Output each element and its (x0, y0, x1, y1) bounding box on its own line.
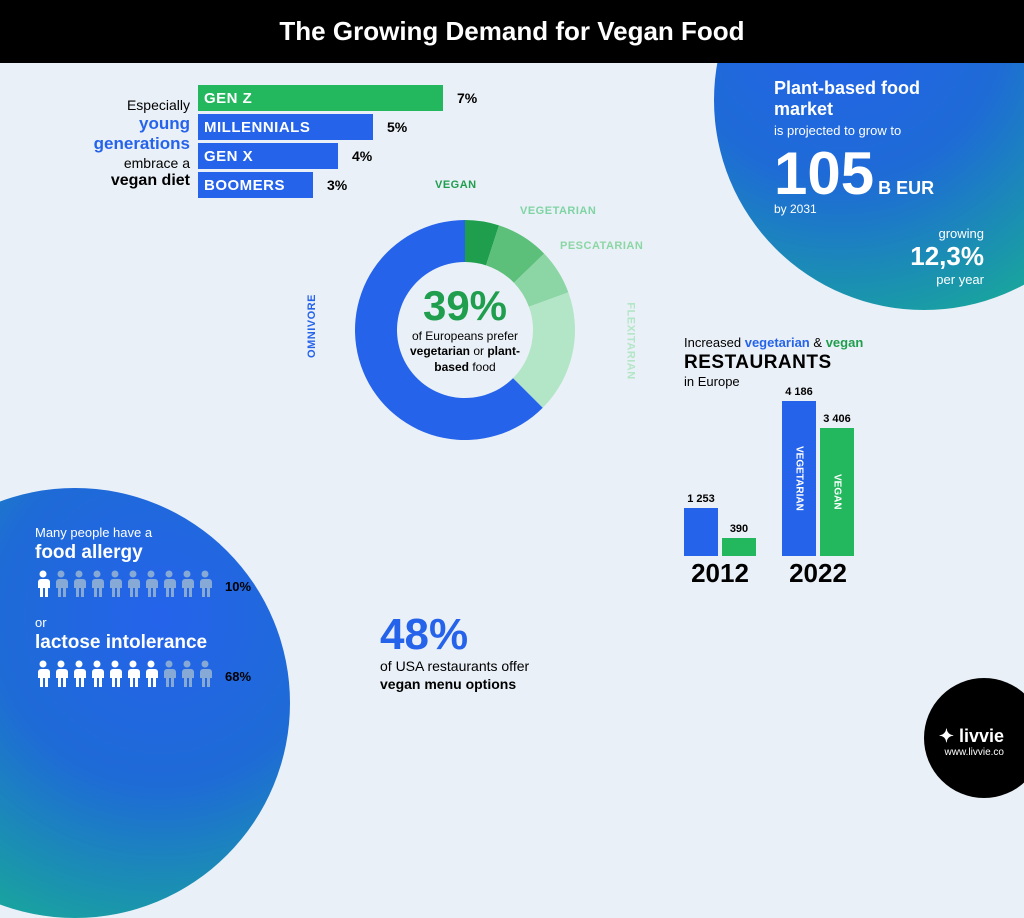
donut-segment-label: OMNIVORE (306, 294, 318, 358)
gen-bar: BOOMERS (198, 172, 313, 198)
restaurant-bar: 1 253 (684, 508, 718, 556)
person-icon (107, 660, 123, 688)
gen-bar-value: 7% (457, 90, 477, 106)
person-icon (161, 660, 177, 688)
donut-segment-label: PESCATARIAN (560, 240, 643, 252)
usa-restaurant-stat: 48% of USA restaurants offervegan menu o… (380, 613, 580, 693)
person-icon (179, 660, 195, 688)
person-icon (107, 570, 123, 598)
person-icon (197, 660, 213, 688)
page-title: The Growing Demand for Vegan Food (0, 0, 1024, 63)
donut-segment-label: VEGETARIAN (520, 205, 596, 217)
gen-bar-value: 5% (387, 119, 407, 135)
market-projection: Plant-based food market is projected to … (774, 78, 984, 287)
person-icon (35, 570, 51, 598)
person-icon (197, 570, 213, 598)
donut-segment-label: FLEXITARIAN (625, 302, 637, 379)
donut-segment-label: VEGAN (435, 179, 477, 191)
restaurant-year: 2012 (691, 558, 749, 589)
person-icon (89, 570, 105, 598)
restaurants-growth-chart: Increased vegetarian & vegan RESTAURANTS… (684, 335, 944, 589)
gen-bar-value: 3% (327, 177, 347, 193)
person-icon (143, 660, 159, 688)
generations-chart: Especially young generations embrace a v… (55, 85, 477, 201)
restaurant-year: 2022 (789, 558, 847, 589)
person-icon (53, 660, 69, 688)
person-icon (71, 570, 87, 598)
diet-donut-chart: 39% of Europeans prefer vegetarian or pl… (330, 195, 600, 465)
person-icon (125, 660, 141, 688)
person-icon (161, 570, 177, 598)
restaurant-bar: VEGETARIAN4 186 (782, 401, 816, 556)
gen-bar: GEN Z (198, 85, 443, 111)
gen-bar: MILLENNIALS (198, 114, 373, 140)
person-icon (179, 570, 195, 598)
gen-bar: GEN X (198, 143, 338, 169)
person-icon (35, 660, 51, 688)
footer-brand: ✦ livvie www.livvie.co (939, 726, 1004, 758)
restaurant-bar: VEGAN3 406 (820, 428, 854, 556)
donut-center-stat: 39% of Europeans prefer vegetarian or pl… (400, 265, 530, 395)
person-icon (89, 660, 105, 688)
person-icon (53, 570, 69, 598)
allergy-stats: Many people have a food allergy 10% or l… (35, 525, 315, 693)
generations-caption: Especially young generations embrace a v… (55, 97, 190, 191)
gen-bar-value: 4% (352, 148, 372, 164)
restaurant-bar: 390 (722, 538, 756, 556)
person-icon (71, 660, 87, 688)
person-icon (143, 570, 159, 598)
person-icon (125, 570, 141, 598)
